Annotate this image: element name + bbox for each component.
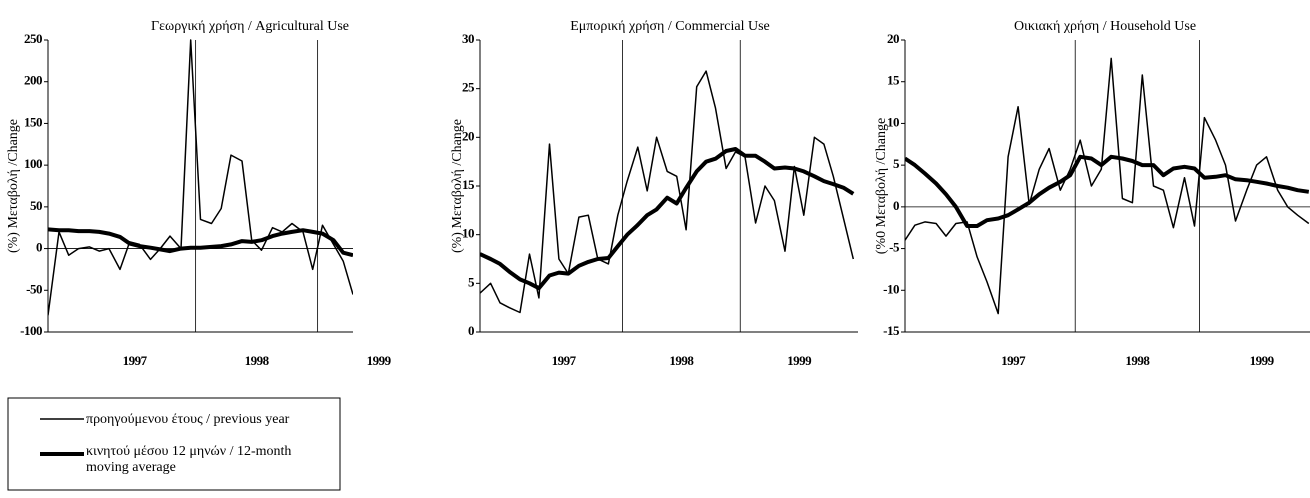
y-tick-label: 100 [24,156,42,171]
chart-title: Εμπορική χρήση / Commercial Use [570,19,770,34]
y-tick-label: 150 [24,114,42,129]
legend-label: κινητού μέσου 12 μηνών / 12-month moving… [86,444,292,475]
x-tick-label: 1998 [1125,353,1150,368]
y-tick-label: -50 [26,281,42,296]
y-tick-label: 0 [468,323,474,338]
y-tick-label: 10 [887,114,899,129]
y-axis-label: (%0 Μεταβολή /Change [874,118,889,254]
series-line [480,70,855,314]
chart-title: Οικιακή χρήση / Household Use [1014,19,1196,34]
chart-title: Γεωργική χρήση / Agricultural Use [151,19,349,34]
x-tick-label: 1999 [1250,353,1275,368]
y-tick-label: 200 [24,73,42,88]
legend-box [7,397,341,491]
y-tick-label: 20 [462,128,474,143]
x-tick-label: 1998 [669,353,694,368]
series-line [905,57,1310,315]
y-axis-label: (%) Μεταβολή /Change [6,119,21,253]
y-tick-label: 0 [893,198,899,213]
y-tick-label: 30 [462,31,474,46]
x-tick-label: 1997 [1001,353,1026,368]
y-tick-label: 10 [462,226,474,241]
x-tick-label: 1997 [123,353,148,368]
legend-item: κινητού μέσου 12 μηνών / 12-month moving… [86,444,292,475]
y-tick-label: 20 [887,31,899,46]
y-tick-label: 15 [887,73,900,88]
y-tick-label: 25 [462,80,475,95]
x-tick-label: 1999 [787,353,812,368]
y-axis-label: (%) Μεταβολή /Change [450,119,465,253]
series-line [905,154,1310,228]
y-tick-label: -5 [889,240,900,255]
y-tick-label: 250 [24,31,42,46]
x-tick-label: 1998 [245,353,270,368]
y-tick-label: 5 [893,156,900,171]
y-tick-label: -100 [20,323,42,338]
y-tick-label: -10 [883,281,899,296]
y-tick-label: -15 [883,323,900,338]
x-tick-label: 1997 [552,353,577,368]
y-tick-label: 15 [462,177,475,192]
y-tick-label: 5 [468,274,475,289]
series-line [48,39,353,316]
y-tick-label: 50 [30,198,42,213]
legend-label: προηγούμενου έτους / previous year [86,412,290,427]
x-tick-label: 1999 [367,353,392,368]
y-tick-label: 0 [36,240,42,255]
series-line [48,227,353,258]
series-line [480,147,855,291]
